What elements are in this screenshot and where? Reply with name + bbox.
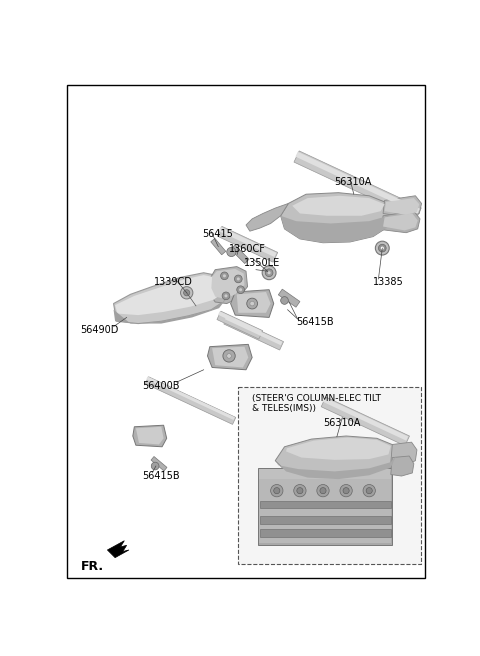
Circle shape — [184, 290, 190, 296]
Polygon shape — [292, 195, 384, 216]
Circle shape — [378, 244, 386, 252]
Circle shape — [239, 288, 242, 291]
Polygon shape — [281, 216, 388, 243]
Bar — [238, 387, 421, 564]
Text: 56415B: 56415B — [296, 318, 334, 327]
Polygon shape — [218, 312, 262, 335]
Text: 56415B: 56415B — [142, 472, 180, 482]
Text: 56310A: 56310A — [335, 177, 372, 187]
Circle shape — [375, 241, 389, 255]
Polygon shape — [383, 195, 421, 217]
Circle shape — [237, 277, 240, 281]
Circle shape — [265, 269, 273, 277]
Polygon shape — [230, 290, 274, 318]
Polygon shape — [211, 269, 244, 299]
Polygon shape — [212, 346, 248, 367]
Circle shape — [225, 295, 228, 297]
Circle shape — [363, 485, 375, 497]
Circle shape — [151, 462, 159, 470]
Circle shape — [271, 485, 283, 497]
Polygon shape — [260, 501, 391, 508]
Circle shape — [274, 487, 280, 494]
Polygon shape — [259, 469, 391, 479]
Circle shape — [222, 292, 230, 300]
Polygon shape — [225, 316, 282, 345]
Circle shape — [223, 274, 226, 277]
Circle shape — [366, 487, 372, 494]
Text: 56400B: 56400B — [142, 380, 180, 390]
Polygon shape — [219, 227, 276, 257]
Polygon shape — [281, 193, 392, 243]
Circle shape — [247, 298, 258, 309]
Polygon shape — [321, 397, 409, 446]
Polygon shape — [260, 529, 391, 537]
Text: 56490D: 56490D — [81, 325, 119, 335]
Polygon shape — [136, 427, 164, 445]
Text: & TELES(IMS)): & TELES(IMS)) — [252, 405, 316, 413]
Circle shape — [227, 354, 231, 358]
Polygon shape — [237, 292, 271, 313]
Polygon shape — [108, 541, 129, 558]
Circle shape — [317, 485, 329, 497]
Polygon shape — [211, 238, 226, 255]
Text: (STEER'G COLUMN-ELEC TILT: (STEER'G COLUMN-ELEC TILT — [252, 394, 381, 403]
Circle shape — [281, 297, 288, 304]
Circle shape — [227, 247, 236, 256]
Circle shape — [297, 487, 303, 494]
Polygon shape — [286, 438, 391, 460]
Circle shape — [237, 286, 244, 293]
Circle shape — [294, 485, 306, 497]
Polygon shape — [209, 266, 248, 304]
Circle shape — [223, 350, 235, 362]
Text: 13385: 13385 — [373, 277, 404, 287]
Polygon shape — [230, 245, 249, 264]
Polygon shape — [278, 289, 300, 307]
Polygon shape — [207, 344, 252, 370]
Text: 1350LE: 1350LE — [244, 258, 280, 268]
Polygon shape — [217, 226, 278, 262]
Circle shape — [343, 487, 349, 494]
Circle shape — [340, 485, 352, 497]
Polygon shape — [323, 398, 408, 441]
Polygon shape — [133, 425, 167, 447]
Text: 1339CD: 1339CD — [154, 277, 192, 287]
Circle shape — [381, 247, 384, 250]
Polygon shape — [246, 203, 288, 231]
Polygon shape — [384, 198, 419, 215]
Polygon shape — [146, 377, 235, 420]
Circle shape — [267, 271, 271, 274]
Text: 56310A: 56310A — [323, 417, 360, 428]
Polygon shape — [151, 457, 167, 471]
Circle shape — [234, 275, 242, 283]
Circle shape — [180, 287, 193, 299]
Polygon shape — [275, 456, 396, 479]
Text: FR.: FR. — [81, 560, 104, 573]
Circle shape — [320, 487, 326, 494]
Polygon shape — [296, 152, 420, 214]
Polygon shape — [275, 436, 396, 479]
Polygon shape — [383, 213, 418, 230]
Polygon shape — [382, 211, 420, 233]
Polygon shape — [391, 442, 417, 465]
Polygon shape — [258, 468, 392, 544]
Polygon shape — [224, 316, 284, 350]
Polygon shape — [259, 479, 391, 543]
Circle shape — [250, 301, 254, 306]
Circle shape — [262, 266, 276, 279]
Circle shape — [221, 272, 228, 279]
Polygon shape — [114, 273, 229, 323]
Polygon shape — [391, 456, 414, 476]
Polygon shape — [260, 516, 391, 523]
Text: 1360CF: 1360CF — [229, 244, 266, 255]
Text: 56415: 56415 — [202, 229, 233, 239]
Polygon shape — [294, 151, 421, 219]
Polygon shape — [114, 293, 229, 323]
Polygon shape — [145, 377, 236, 424]
Polygon shape — [217, 311, 263, 339]
Polygon shape — [115, 275, 225, 315]
